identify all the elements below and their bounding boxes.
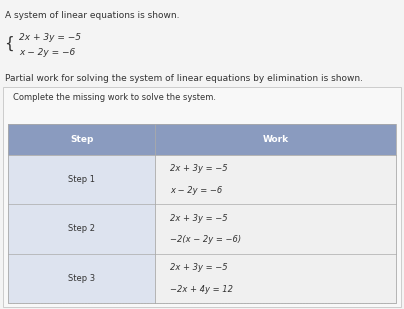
FancyBboxPatch shape bbox=[8, 253, 156, 303]
Text: 2x + 3y = −5: 2x + 3y = −5 bbox=[170, 164, 227, 173]
Text: x − 2y = −6: x − 2y = −6 bbox=[170, 186, 222, 195]
FancyBboxPatch shape bbox=[156, 204, 396, 253]
FancyBboxPatch shape bbox=[8, 124, 156, 155]
Text: {: { bbox=[4, 36, 14, 51]
Text: A system of linear equations is shown.: A system of linear equations is shown. bbox=[5, 11, 179, 20]
Text: −2x + 4y = 12: −2x + 4y = 12 bbox=[170, 285, 233, 294]
Text: 2x + 3y = −5: 2x + 3y = −5 bbox=[170, 214, 227, 222]
FancyBboxPatch shape bbox=[156, 124, 396, 155]
Text: 2x + 3y = −5: 2x + 3y = −5 bbox=[19, 32, 81, 42]
FancyBboxPatch shape bbox=[3, 87, 401, 307]
Text: Step 2: Step 2 bbox=[68, 224, 95, 233]
FancyBboxPatch shape bbox=[156, 155, 396, 204]
Text: Step 3: Step 3 bbox=[68, 274, 95, 283]
Text: Complete the missing work to solve the system.: Complete the missing work to solve the s… bbox=[13, 93, 216, 102]
Text: 2x + 3y = −5: 2x + 3y = −5 bbox=[170, 263, 227, 272]
Text: Step: Step bbox=[70, 135, 93, 144]
Text: Step 1: Step 1 bbox=[68, 175, 95, 184]
Text: Partial work for solving the system of linear equations by elimination is shown.: Partial work for solving the system of l… bbox=[5, 74, 363, 83]
FancyBboxPatch shape bbox=[8, 155, 156, 204]
FancyBboxPatch shape bbox=[8, 204, 156, 253]
Text: Work: Work bbox=[263, 135, 289, 144]
Text: x − 2y = −6: x − 2y = −6 bbox=[19, 48, 76, 57]
Text: −2(x − 2y = −6): −2(x − 2y = −6) bbox=[170, 235, 241, 244]
FancyBboxPatch shape bbox=[156, 253, 396, 303]
